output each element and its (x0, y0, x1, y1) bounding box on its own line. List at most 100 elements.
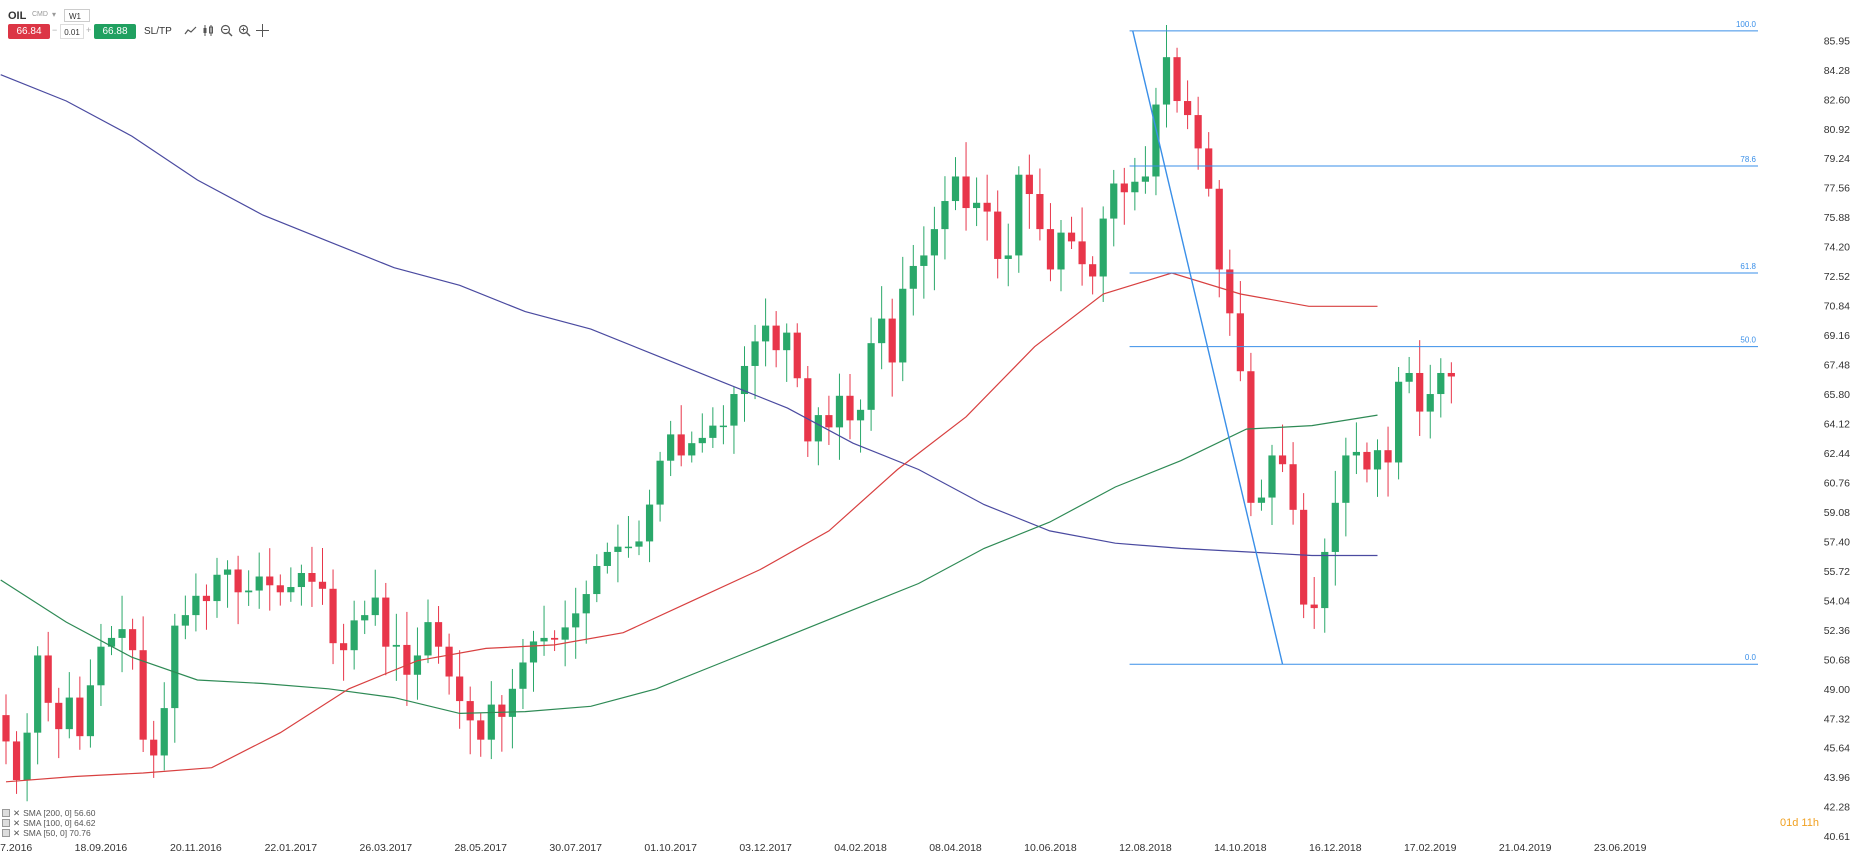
y-tick-label: 80.92 (1824, 124, 1850, 136)
candle-body (835, 395, 844, 428)
candle-body (245, 590, 253, 593)
candle-body (181, 615, 189, 626)
candle-body (1131, 181, 1139, 193)
x-tick-label: 30.07.2017 (549, 842, 602, 854)
indicator-legend: ✕ SMA [200, 0] 56.60 ✕ SMA [100, 0] 64.6… (2, 808, 95, 838)
candle-body (888, 318, 896, 363)
buy-button[interactable]: 66.88 (94, 24, 136, 39)
candle-body (1184, 101, 1192, 116)
symbol-label[interactable]: OIL (8, 10, 27, 22)
timeframe-select[interactable]: W1 (64, 9, 90, 22)
candle-body (1331, 502, 1339, 552)
legend-item-sma100[interactable]: ✕ SMA [100, 0] 64.62 (2, 818, 95, 828)
close-icon[interactable]: ✕ (13, 818, 21, 828)
candle-body (1141, 176, 1149, 182)
candle-body (1278, 455, 1287, 465)
candle-body (1036, 194, 1044, 230)
candle-body (192, 595, 200, 616)
zoom-out-icon[interactable] (220, 24, 233, 37)
indicator-settings-icon[interactable] (2, 829, 10, 837)
y-tick-label: 84.28 (1824, 65, 1850, 77)
indicator-settings-icon[interactable] (2, 809, 10, 817)
x-tick-label: 22.01.2017 (265, 842, 318, 854)
y-tick-label: 40.61 (1824, 831, 1850, 843)
symbol-dropdown-icon[interactable]: ▾ (52, 10, 57, 19)
candle-body (1173, 57, 1181, 102)
candle-body (1015, 174, 1023, 256)
candle-body (424, 622, 432, 656)
candle-body (487, 704, 495, 740)
candle-body (825, 415, 833, 428)
candle-body (582, 594, 590, 614)
candle-body (1437, 372, 1445, 395)
candle-body (709, 425, 717, 438)
candle-body (751, 341, 759, 366)
sell-button[interactable]: 66.84 (8, 24, 50, 39)
candle-body (994, 211, 1002, 259)
legend-item-sma50[interactable]: ✕ SMA [50, 0] 70.76 (2, 828, 95, 838)
candle-body (635, 541, 643, 547)
x-tick-label: 23.06.2019 (1594, 842, 1647, 854)
x-tick-label: 16.12.2018 (1309, 842, 1362, 854)
indicator-settings-icon[interactable] (2, 819, 10, 827)
candle-body (107, 637, 116, 647)
candle-body (962, 176, 970, 209)
candle-body (1395, 381, 1403, 463)
candle-body (318, 581, 327, 589)
volume-decrease-button[interactable]: − (52, 25, 58, 35)
candle-body (234, 569, 242, 593)
candle-body (667, 434, 675, 461)
candle-body (1289, 464, 1297, 510)
line-chart-icon[interactable] (184, 24, 197, 37)
candle-body (361, 615, 369, 621)
candle-body (677, 434, 685, 456)
candle-body (740, 365, 749, 395)
y-tick-label: 55.72 (1824, 566, 1850, 578)
y-tick-label: 79.24 (1824, 153, 1850, 165)
candle-body (814, 415, 822, 442)
y-tick-label: 77.56 (1824, 183, 1850, 195)
candle-body (297, 572, 305, 588)
candle-body (508, 688, 516, 717)
candle-body (276, 585, 284, 593)
sltp-button[interactable]: SL/TP (144, 26, 172, 37)
candle-body (846, 395, 854, 421)
candles-icon[interactable] (202, 24, 215, 37)
candles (2, 25, 1455, 802)
candle-body (878, 318, 886, 344)
y-tick-label: 59.08 (1824, 507, 1850, 519)
candle-body (392, 644, 400, 647)
candle-body (1057, 232, 1065, 270)
candle-body (55, 702, 63, 730)
volume-input[interactable]: 0.01 (60, 24, 84, 39)
fib-level-label: 0.0 (1745, 653, 1757, 662)
legend-item-sma200[interactable]: ✕ SMA [200, 0] 56.60 (2, 808, 95, 818)
candle-body (593, 565, 601, 595)
candle-body (340, 643, 348, 651)
y-tick-label: 43.96 (1824, 772, 1850, 784)
candle-body (656, 460, 664, 505)
close-icon[interactable]: ✕ (13, 828, 21, 838)
y-tick-label: 82.60 (1824, 94, 1850, 106)
candle-body (909, 265, 917, 289)
candle-body (12, 741, 21, 781)
zoom-in-icon[interactable] (238, 24, 251, 37)
candle-body (1236, 313, 1244, 372)
candle-body (171, 625, 179, 709)
candle-body (129, 629, 137, 651)
volume-increase-button[interactable]: + (86, 25, 92, 35)
x-tick-label: 08.04.2018 (929, 842, 982, 854)
candle-body (529, 641, 538, 663)
y-tick-label: 75.88 (1824, 212, 1850, 224)
fib-level-label: 50.0 (1740, 336, 1756, 345)
candle-body (1046, 229, 1055, 270)
close-icon[interactable]: ✕ (13, 808, 21, 818)
y-tick-label: 57.40 (1824, 536, 1850, 548)
x-tick-label: 17.07.2016 (0, 842, 32, 854)
candle-body (1099, 218, 1107, 277)
crosshair-icon[interactable] (256, 24, 269, 37)
candle-body (804, 378, 812, 442)
candle-body (561, 627, 569, 640)
fib-trend-line (1132, 30, 1284, 665)
